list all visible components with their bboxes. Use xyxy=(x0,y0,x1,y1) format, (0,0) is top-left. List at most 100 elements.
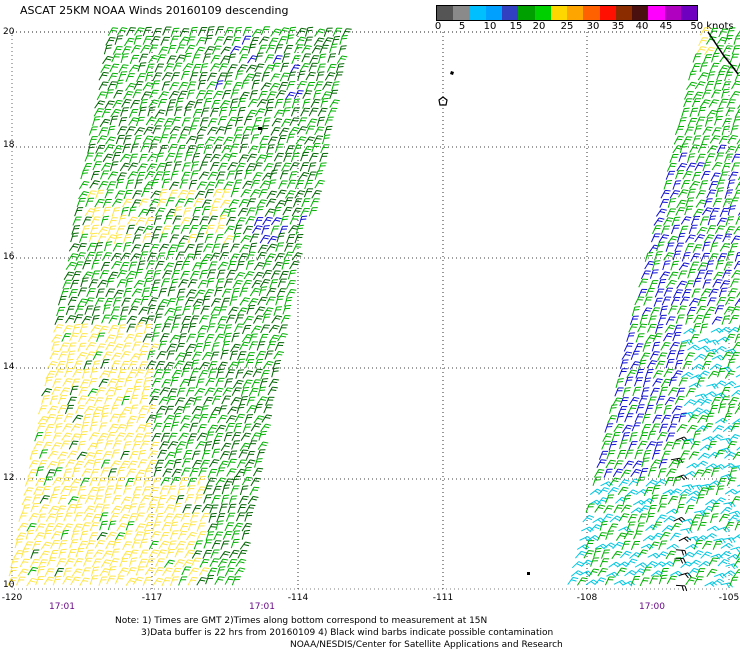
wind-barb xyxy=(670,296,681,306)
wind-barb xyxy=(19,558,30,568)
wind-barb xyxy=(277,278,287,288)
wind-barb xyxy=(308,107,319,117)
wind-barb xyxy=(239,244,250,253)
wind-barb xyxy=(101,252,113,261)
wind-barb xyxy=(282,206,293,216)
wind-barb xyxy=(279,270,289,280)
wind-barb xyxy=(185,439,194,450)
wind-barb xyxy=(320,97,329,108)
wind-barb xyxy=(651,449,661,460)
wind-barb xyxy=(254,63,265,73)
wind-barb xyxy=(665,432,676,442)
wind-barb xyxy=(76,494,87,504)
wind-barb xyxy=(190,359,200,370)
wind-barb xyxy=(676,199,687,209)
wind-barb xyxy=(675,207,686,216)
wind-barb xyxy=(221,340,231,351)
wind-barb xyxy=(712,198,723,208)
wind-barb xyxy=(281,53,291,63)
wind-barb xyxy=(274,44,284,54)
wind-barb xyxy=(697,345,710,352)
wind-barb xyxy=(37,559,48,569)
wind-barb xyxy=(697,72,709,81)
wind-barb xyxy=(628,441,638,451)
wind-barb xyxy=(249,233,260,243)
wind-barb xyxy=(63,413,74,423)
wind-barb xyxy=(224,522,235,532)
wind-barb xyxy=(43,476,53,486)
wind-barb xyxy=(65,305,75,316)
wind-barb xyxy=(175,242,185,253)
wind-barb xyxy=(170,170,179,181)
wind-barb xyxy=(268,334,280,344)
wind-barb xyxy=(258,333,269,343)
wind-barb xyxy=(242,225,254,235)
wind-barb xyxy=(83,405,95,414)
wind-barb xyxy=(229,243,240,253)
wind-barb xyxy=(649,269,659,279)
wind-barb xyxy=(153,413,163,423)
wind-barb xyxy=(675,584,688,592)
wind-barb xyxy=(699,180,709,190)
wind-barb xyxy=(685,314,694,325)
wind-barb xyxy=(81,225,90,235)
wind-barb xyxy=(619,397,629,407)
wind-barb xyxy=(716,144,727,154)
wind-barb xyxy=(232,279,243,289)
wind-barb xyxy=(83,505,95,514)
wind-barb xyxy=(188,179,198,190)
wind-barb xyxy=(199,161,209,171)
lat-label-16: 16 xyxy=(3,252,15,262)
wind-barb xyxy=(224,567,235,577)
wind-barb xyxy=(38,405,48,415)
wind-barb xyxy=(138,106,147,117)
wind-barb xyxy=(111,198,123,207)
wind-barb xyxy=(139,440,150,450)
wind-barb xyxy=(684,90,694,100)
wind-barb xyxy=(266,341,277,351)
wind-barb xyxy=(167,388,178,398)
wind-barb xyxy=(161,369,171,379)
wind-barb xyxy=(254,358,264,369)
wind-barb xyxy=(612,397,623,407)
wind-barb xyxy=(158,46,169,56)
wind-barb xyxy=(241,35,252,45)
wind-barb xyxy=(270,225,280,235)
wind-barb xyxy=(71,378,81,388)
wind-barb xyxy=(248,242,258,253)
wind-barb xyxy=(651,532,663,541)
wind-barb xyxy=(56,459,66,470)
wind-barb xyxy=(207,118,218,128)
wind-barb xyxy=(234,314,244,324)
wind-barb xyxy=(258,286,268,297)
wind-barb xyxy=(644,252,654,262)
wind-barb xyxy=(154,63,165,73)
wind-barb xyxy=(266,243,278,252)
wind-barb xyxy=(175,495,185,505)
wind-barb xyxy=(571,561,584,569)
wind-barb xyxy=(693,576,704,585)
wind-barb xyxy=(173,559,185,568)
wind-barb xyxy=(121,297,131,307)
wind-barb xyxy=(708,253,719,262)
wind-barb xyxy=(322,81,333,91)
wind-barb xyxy=(161,379,172,388)
wind-barb xyxy=(157,495,167,505)
wind-barb xyxy=(244,459,256,468)
wind-barb xyxy=(185,387,196,397)
wind-barb xyxy=(83,452,95,461)
wind-barb xyxy=(656,431,668,441)
wind-barb xyxy=(662,332,674,342)
wind-barb xyxy=(226,116,238,126)
wind-barb xyxy=(78,191,89,200)
wind-barb xyxy=(120,406,132,416)
wind-barb xyxy=(731,153,740,163)
wind-barb xyxy=(630,350,640,360)
wind-barb xyxy=(272,261,283,271)
wind-barb xyxy=(233,179,243,189)
wind-barb xyxy=(232,134,243,144)
wind-barb xyxy=(613,460,624,470)
wind-barb xyxy=(65,459,76,468)
wind-barb xyxy=(684,505,695,515)
wind-barb xyxy=(218,405,228,415)
